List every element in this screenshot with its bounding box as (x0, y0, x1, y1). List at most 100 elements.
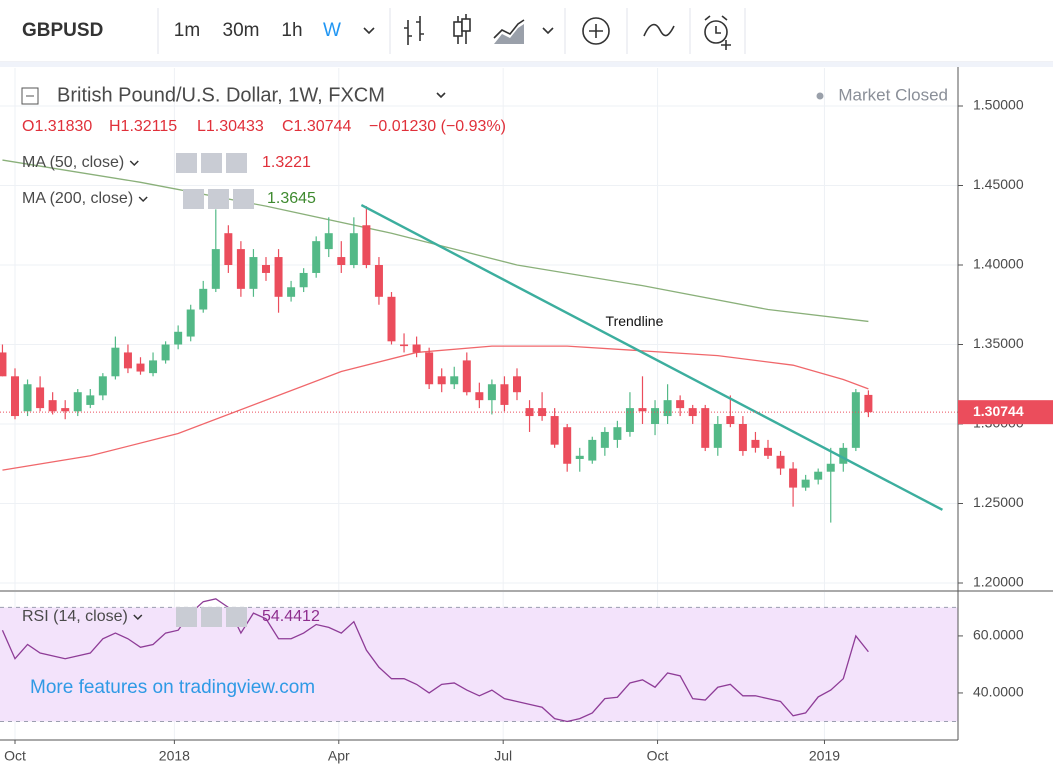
interval-menu[interactable] (363, 27, 375, 35)
y-tick-label: 1.20000 (973, 574, 1024, 590)
ohlc-value: H1.32115 (109, 118, 177, 135)
y-tick-label: 1.50000 (973, 97, 1024, 113)
candle-body (299, 272, 308, 288)
candle-body (801, 479, 810, 488)
legend-button[interactable] (201, 607, 222, 627)
y-tick-label: 1.40000 (973, 256, 1024, 272)
legend-menu (133, 614, 143, 621)
symbol[interactable]: GBPUSD (22, 20, 103, 41)
area-icon[interactable] (493, 19, 525, 44)
legend-button[interactable] (226, 607, 247, 627)
compare-icon[interactable] (582, 17, 610, 45)
bars-icon[interactable] (404, 16, 424, 45)
candle-body (412, 344, 421, 353)
alert-icon[interactable] (704, 15, 731, 50)
candle-body (48, 400, 57, 412)
interval-group: 1m 30m 1h W (174, 20, 341, 41)
last-price-box (958, 400, 1053, 425)
candle-body (588, 439, 597, 461)
candle-body (324, 233, 333, 250)
legend-button[interactable] (183, 189, 204, 209)
collapse-button[interactable] (21, 87, 39, 105)
watermark[interactable]: More features on tradingview.com (30, 677, 315, 698)
candle-body (738, 424, 747, 452)
x-tick-label: Jul (494, 748, 512, 764)
legend-button[interactable] (226, 153, 247, 173)
candle-body (437, 376, 446, 385)
candle-body (814, 471, 823, 480)
candle-body (136, 363, 145, 372)
legend-value: 1.3645 (267, 190, 316, 207)
legend-button[interactable] (176, 153, 197, 173)
rsi-line (1, 598, 869, 723)
candle-body (224, 233, 233, 266)
candle-body (161, 344, 170, 361)
ohlc-value: C1.30744 (282, 118, 351, 135)
candle-body (36, 387, 45, 409)
candles-icon[interactable] (453, 14, 471, 44)
candle-body (839, 447, 848, 464)
interval[interactable]: 30m (223, 20, 260, 41)
candle-body (763, 447, 772, 456)
chart-type-menu[interactable] (542, 27, 554, 35)
candle-body (400, 344, 409, 347)
symbol-menu[interactable] (436, 92, 446, 99)
ohlc-value: O1.31830 (22, 118, 92, 135)
indicators-icon[interactable] (643, 23, 675, 37)
price-pane: Trendline (0, 159, 958, 523)
candle-body (249, 257, 258, 289)
legend-value: 54.4412 (262, 608, 320, 625)
interval[interactable]: 1h (281, 20, 302, 41)
rsi-background (0, 606, 958, 722)
candle-body (462, 360, 471, 393)
candle-body (550, 416, 559, 445)
candle-body (688, 408, 697, 417)
x-tick-label: Apr (328, 748, 350, 764)
candle-body (864, 394, 873, 413)
legend-button[interactable] (233, 189, 254, 209)
candle-body (337, 257, 346, 266)
status-dot (816, 92, 824, 100)
candle-body (61, 408, 70, 412)
candle-body (174, 331, 183, 345)
y-tick-label: 1.35000 (973, 335, 1024, 351)
candle-body (525, 408, 534, 417)
last-price-label: 1.30744 (973, 403, 1024, 419)
candle-body (663, 400, 672, 417)
candle-body (149, 360, 158, 374)
interval[interactable]: 1m (174, 20, 200, 41)
trendline-label: Trendline (606, 313, 664, 329)
moving-average (2, 159, 869, 323)
candle-body (312, 241, 321, 273)
candle-body (776, 455, 785, 469)
legend-name: MA (50, close) (22, 154, 124, 171)
candle-body (851, 392, 860, 448)
ohlc-value: −0.01230 (−0.93%) (369, 118, 506, 135)
candle-body (98, 376, 107, 396)
candle-body (362, 225, 371, 266)
candle-body (613, 427, 622, 440)
interval[interactable]: W (323, 20, 341, 41)
candle-body (500, 384, 509, 405)
candle-body (751, 439, 760, 448)
ohlc-header: O1.31830 H1.32115 L1.30433 C1.30744 −0.01230… (22, 118, 506, 135)
x-tick-label: Oct (4, 748, 26, 764)
candle-body (701, 408, 710, 448)
candle-body (563, 427, 572, 464)
candle-body (512, 376, 521, 393)
candle-body (199, 288, 208, 310)
legend-menu (129, 160, 139, 167)
candle-body (374, 265, 383, 297)
candle-body (625, 408, 634, 432)
candle-body (349, 233, 358, 266)
legend-button[interactable] (201, 153, 222, 173)
legend-button[interactable] (176, 607, 197, 627)
legend-button[interactable] (208, 189, 229, 209)
candle-body (287, 287, 296, 297)
candle-body (211, 249, 220, 289)
candle-body (10, 376, 19, 417)
candle-body (600, 431, 609, 448)
candle-body (713, 424, 722, 448)
y-tick-label: 40.0000 (973, 684, 1024, 700)
candle-body (0, 352, 7, 377)
